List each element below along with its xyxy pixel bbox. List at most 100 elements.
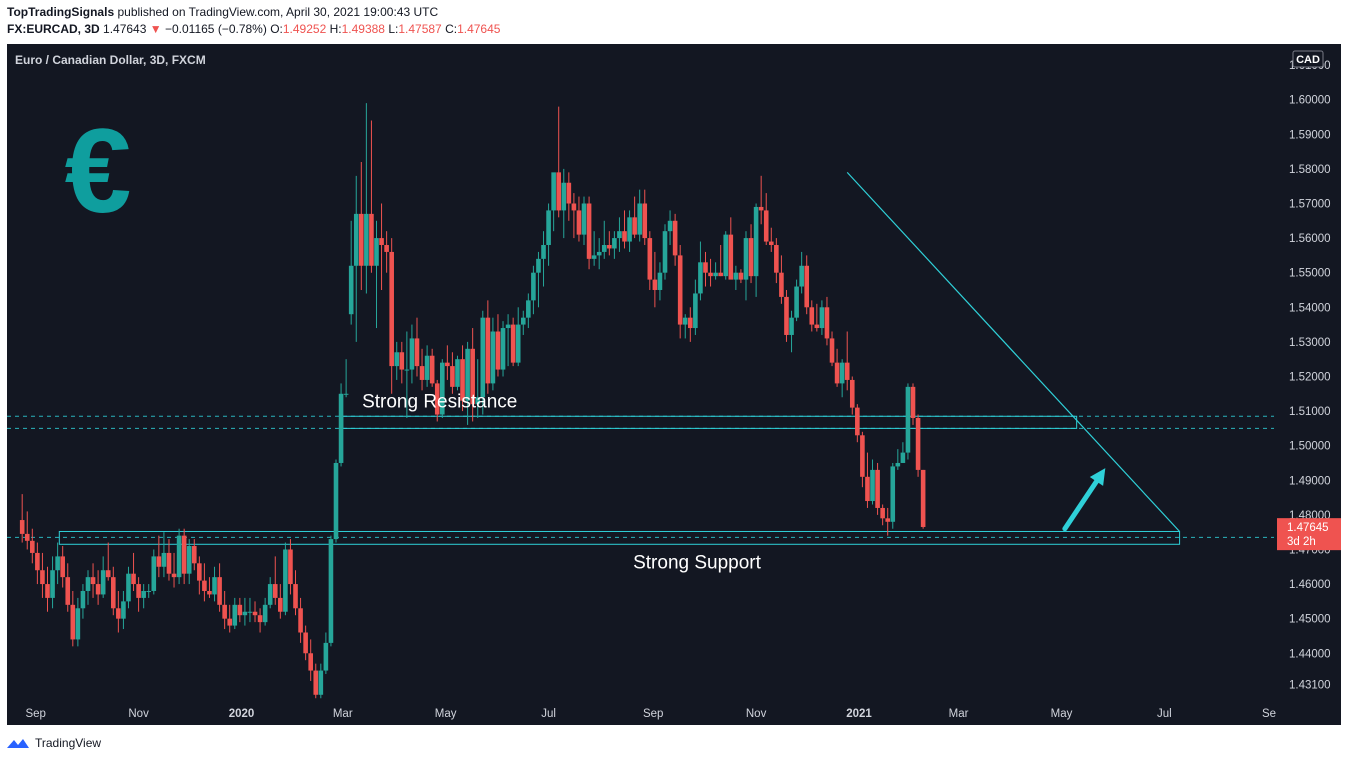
candle-body: [80, 590, 86, 609]
support-label: Strong Support: [633, 552, 762, 573]
candle-body: [698, 262, 703, 294]
candle-body: [460, 359, 465, 401]
candle-body: [298, 608, 303, 633]
candle-body: [40, 570, 45, 585]
price-tick-label: 1.55000: [1289, 268, 1331, 280]
price-tick-label: 1.43100: [1289, 679, 1331, 691]
candle-body: [222, 604, 227, 619]
candle-body: [161, 552, 167, 567]
candle-body: [369, 213, 374, 266]
candle-body: [35, 552, 40, 571]
candle-body: [262, 604, 268, 623]
candle-body: [364, 213, 369, 266]
candle-body: [652, 279, 658, 290]
support-zone: [58, 530, 1181, 545]
candle-body: [920, 469, 926, 527]
candle-body: [885, 518, 891, 522]
footer: TradingView: [7, 736, 101, 750]
last-price-tag: [1277, 518, 1341, 551]
candle-body: [824, 307, 830, 339]
publisher-name[interactable]: TopTradingSignals: [7, 5, 115, 19]
price-tick-label: 1.57000: [1289, 198, 1331, 210]
currency-badge[interactable]: [1292, 50, 1324, 68]
candle-body: [556, 172, 562, 211]
time-tick-label: 2021: [846, 708, 872, 720]
candle-body: [450, 366, 455, 387]
candle-body: [865, 476, 870, 502]
candle-body: [632, 217, 637, 235]
candle-body: [227, 618, 233, 626]
candle-body: [156, 556, 162, 567]
price-tick-label: 1.52000: [1289, 371, 1331, 383]
candle-body: [849, 379, 855, 408]
bullish-arrow-icon: [1089, 468, 1106, 486]
time-tick-label: Jul: [541, 708, 556, 720]
candle-body: [110, 577, 116, 609]
close-label: C:: [445, 22, 458, 36]
candle-body: [870, 469, 875, 502]
candle-body: [217, 577, 222, 605]
candle-body: [541, 245, 546, 259]
candle-body: [809, 307, 815, 325]
candle-body: [105, 570, 111, 578]
candle-body: [55, 556, 60, 571]
candles-layer: [19, 103, 926, 699]
price-tick-label: 1.58000: [1289, 164, 1331, 176]
last-price-label: 1.47645: [1287, 522, 1329, 534]
candle-body: [536, 258, 541, 273]
candle-body: [551, 172, 556, 211]
candle-body: [910, 386, 916, 418]
candle-body: [860, 435, 865, 477]
candle-body: [100, 570, 106, 595]
price-tick-label: 1.46000: [1289, 579, 1331, 591]
candle-body: [439, 362, 445, 415]
candle-body: [779, 272, 784, 297]
price-tick-label: 1.56000: [1289, 233, 1331, 245]
candle-body: [384, 245, 389, 252]
candle-body: [682, 317, 688, 325]
candle-body: [399, 352, 405, 370]
candle-body: [65, 577, 71, 605]
candle-body: [19, 520, 25, 534]
time-tick-label: Mar: [949, 708, 969, 720]
candle-body: [237, 604, 243, 616]
candle-body: [288, 549, 293, 585]
candle-body: [596, 251, 602, 256]
resistance-zone: [342, 415, 1078, 429]
candle-body: [890, 466, 896, 522]
candle-body: [500, 328, 506, 370]
candle-body: [531, 272, 536, 301]
candle-body: [70, 604, 76, 640]
time-tick-label: Nov: [746, 708, 767, 720]
candle-body: [333, 462, 339, 540]
candle-body: [728, 234, 734, 280]
candle-body: [627, 217, 632, 242]
candle-body: [272, 584, 278, 598]
price-tick-label: 1.44000: [1289, 648, 1331, 660]
candle-body: [445, 362, 450, 367]
candle-body: [561, 182, 567, 211]
candle-body: [657, 272, 663, 290]
publish-info: TopTradingSignals published on TradingVi…: [7, 5, 438, 19]
time-tick-label: Jul: [1157, 708, 1172, 720]
candle-body: [75, 608, 81, 640]
candle-body: [748, 238, 754, 277]
candle-body: [90, 577, 96, 585]
candle-body: [242, 611, 248, 616]
candle-body: [379, 238, 384, 246]
candle-body: [743, 238, 749, 280]
candle-body: [136, 584, 141, 598]
last-price: 1.47643: [103, 22, 147, 36]
candle-body: [688, 317, 693, 329]
time-tick-label: Nov: [128, 708, 149, 720]
countdown-label: 3d 2h: [1287, 536, 1316, 548]
candle-body: [839, 362, 845, 384]
candle-body: [703, 262, 708, 273]
candle-body: [738, 272, 744, 280]
time-tick-label: Sep: [25, 708, 45, 720]
low-value: 1.47587: [398, 22, 442, 36]
candle-body: [186, 546, 192, 574]
candle-body: [774, 245, 779, 273]
